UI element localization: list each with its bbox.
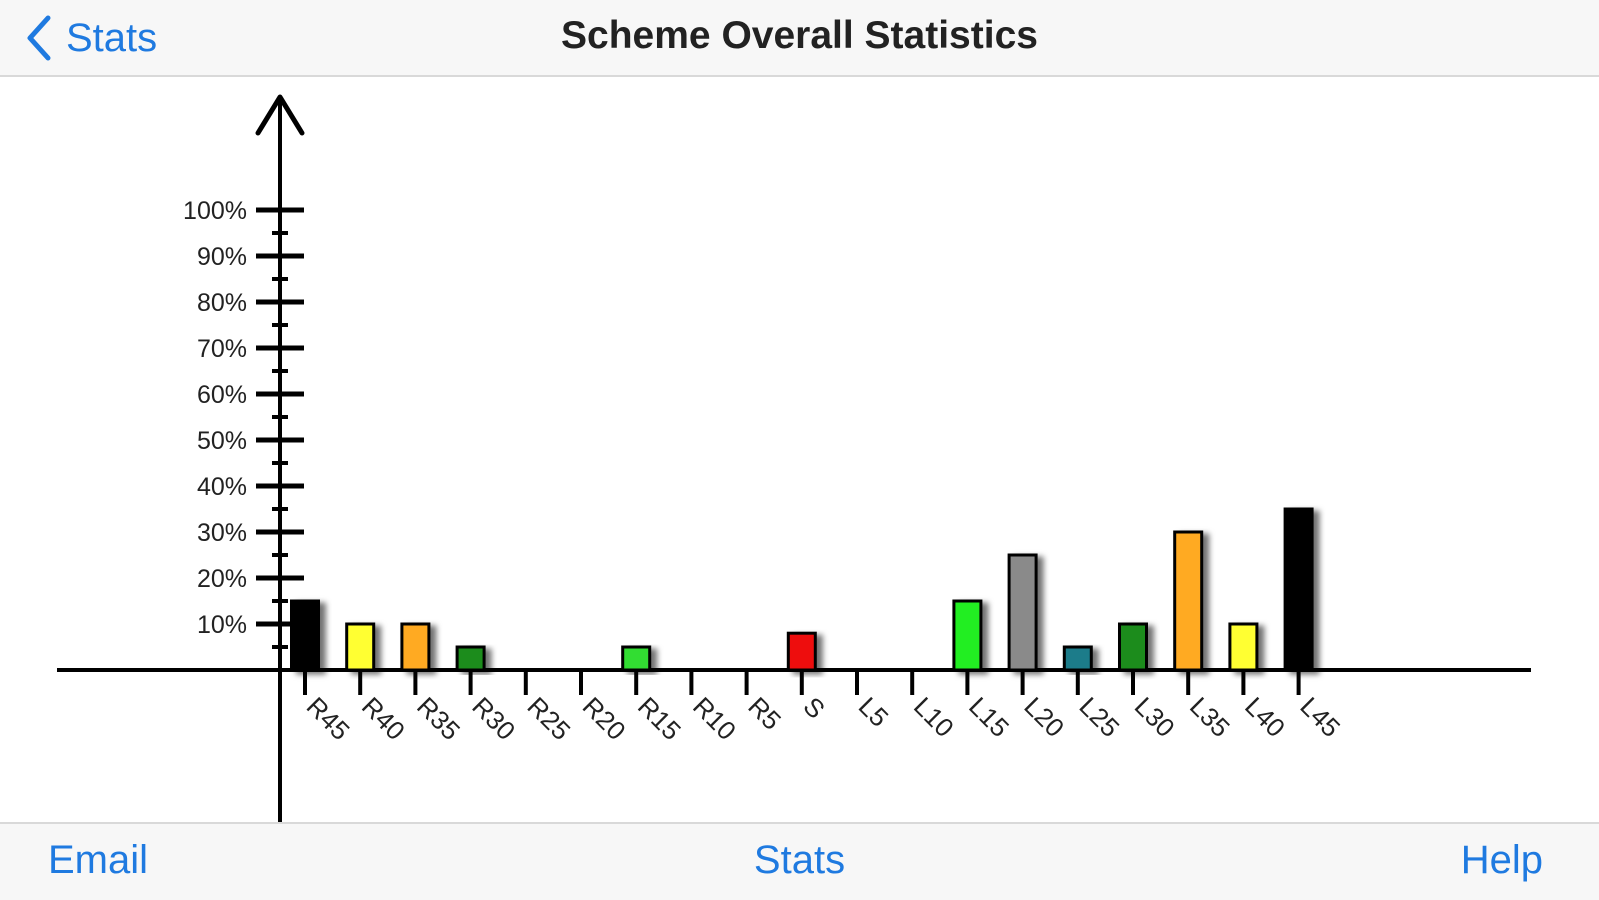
x-tick-label: R25 bbox=[522, 691, 577, 746]
stats-button[interactable]: Stats bbox=[753, 838, 846, 882]
y-tick-label: 10% bbox=[197, 611, 247, 639]
x-tick-label: L20 bbox=[1018, 691, 1070, 743]
bar-r15 bbox=[621, 645, 652, 672]
bar-r45 bbox=[290, 599, 320, 672]
x-tick-label: R45 bbox=[301, 691, 356, 746]
bar-r30 bbox=[455, 645, 486, 672]
bar-l20 bbox=[1007, 553, 1038, 672]
x-tick-label: L35 bbox=[1184, 691, 1236, 743]
bar-l25 bbox=[1062, 645, 1093, 672]
back-button[interactable]: Stats bbox=[26, 8, 157, 68]
x-tick-label: L25 bbox=[1074, 691, 1126, 743]
bar-l15 bbox=[952, 599, 983, 672]
bar-chart: 10% 20% 30% 40% 50% 60% 70% 80% 90% 100% R45 R40 R35… bbox=[57, 94, 1531, 822]
x-tick-label: L30 bbox=[1129, 691, 1181, 743]
x-tick-label: L15 bbox=[963, 691, 1015, 743]
bottom-toolbar: Email Stats Help bbox=[0, 822, 1599, 900]
email-button[interactable]: Email bbox=[48, 838, 149, 882]
y-tick-label: 70% bbox=[197, 335, 247, 363]
x-tick-label: S bbox=[798, 691, 831, 724]
x-tick-label: R40 bbox=[356, 691, 411, 746]
x-tick-label: R20 bbox=[577, 691, 632, 746]
bar-r35 bbox=[400, 622, 431, 672]
x-tick-label: L40 bbox=[1239, 691, 1291, 743]
y-axis-arrow bbox=[255, 94, 305, 136]
y-tick-label: 100% bbox=[183, 197, 247, 225]
y-tick-label: 40% bbox=[197, 473, 247, 501]
back-button-label: Stats bbox=[66, 15, 158, 60]
bar-l35 bbox=[1173, 530, 1204, 672]
chart-area: 10% 20% 30% 40% 50% 60% 70% 80% 90% 100% R45 R40 R35… bbox=[0, 77, 1599, 822]
x-tick-label: R10 bbox=[687, 691, 742, 746]
bar-l45 bbox=[1283, 507, 1314, 672]
bars-layer bbox=[290, 507, 1314, 672]
x-tick-label: L45 bbox=[1294, 691, 1346, 743]
chevron-left-icon bbox=[26, 15, 52, 61]
x-tick-label: R15 bbox=[632, 691, 687, 746]
y-tick-label: 50% bbox=[197, 427, 247, 455]
page-title: Scheme Overall Statistics bbox=[561, 14, 1038, 57]
y-tick-label: 30% bbox=[197, 519, 247, 547]
y-tick-label: 80% bbox=[197, 289, 247, 317]
bar-r40 bbox=[345, 622, 376, 672]
x-tick-label: R35 bbox=[411, 691, 466, 746]
x-tick-label: L10 bbox=[908, 691, 960, 743]
y-tick-label: 20% bbox=[197, 565, 247, 593]
bar-l30 bbox=[1118, 622, 1148, 672]
help-button[interactable]: Help bbox=[1460, 838, 1543, 882]
y-tick-label: 90% bbox=[197, 243, 247, 271]
navigation-bar: Stats Scheme Overall Statistics bbox=[0, 0, 1599, 77]
bar-l40 bbox=[1228, 622, 1259, 672]
x-tick-label: R5 bbox=[742, 691, 787, 736]
y-tick-label: 60% bbox=[197, 381, 247, 409]
x-tick-label: L5 bbox=[853, 691, 895, 733]
x-tick-label: R30 bbox=[466, 691, 521, 746]
bar-s bbox=[786, 631, 817, 672]
